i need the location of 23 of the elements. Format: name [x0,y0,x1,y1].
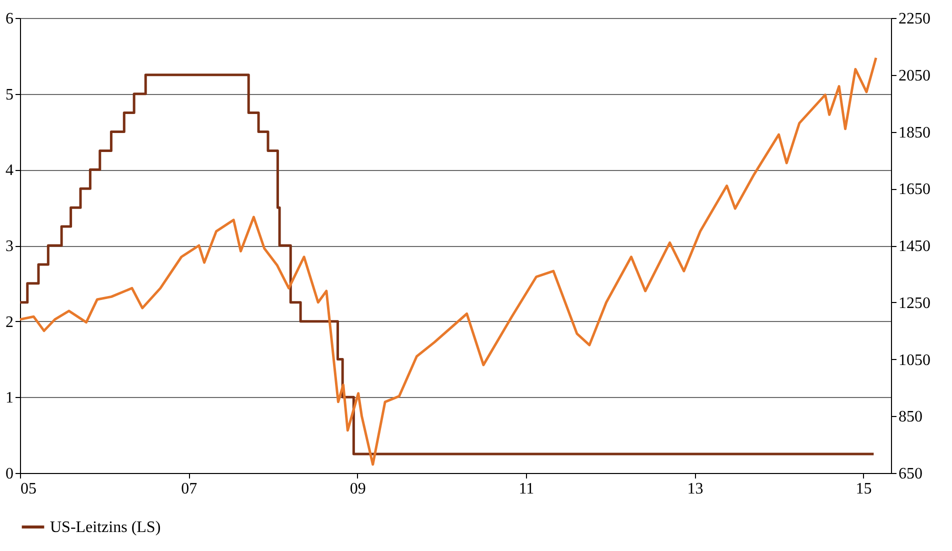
y2-tick-label: 1450 [898,238,930,255]
y2-tick-label: 1250 [898,294,930,312]
x-tick-label: 05 [20,480,36,498]
x-tick-label: 13 [687,480,704,498]
y-tick-label: 2 [6,314,14,331]
x-tick-label: 07 [181,480,198,498]
y-tick-label: 4 [6,162,14,180]
y2-tick-label: 2050 [898,67,930,84]
x-tick-label: 15 [856,480,872,498]
y-tick-label: 3 [6,238,14,255]
y2-tick-label: 2250 [898,10,930,28]
y-tick-label: 5 [6,86,14,104]
y2-tick-label: 1050 [898,352,930,369]
legend-label: US-Leitzins (LS) [50,519,161,536]
y2-tick-label: 1650 [898,181,930,198]
y-tick-label: 0 [6,466,14,482]
y-tick-label: 1 [6,390,14,407]
y2-tick-label: 1850 [898,124,930,142]
x-tick-label: 11 [518,480,534,498]
x-tick-label: 09 [350,480,366,498]
y2-tick-label: 650 [898,466,922,482]
y2-tick-label: 850 [898,408,922,426]
y-tick-label: 6 [6,10,14,28]
